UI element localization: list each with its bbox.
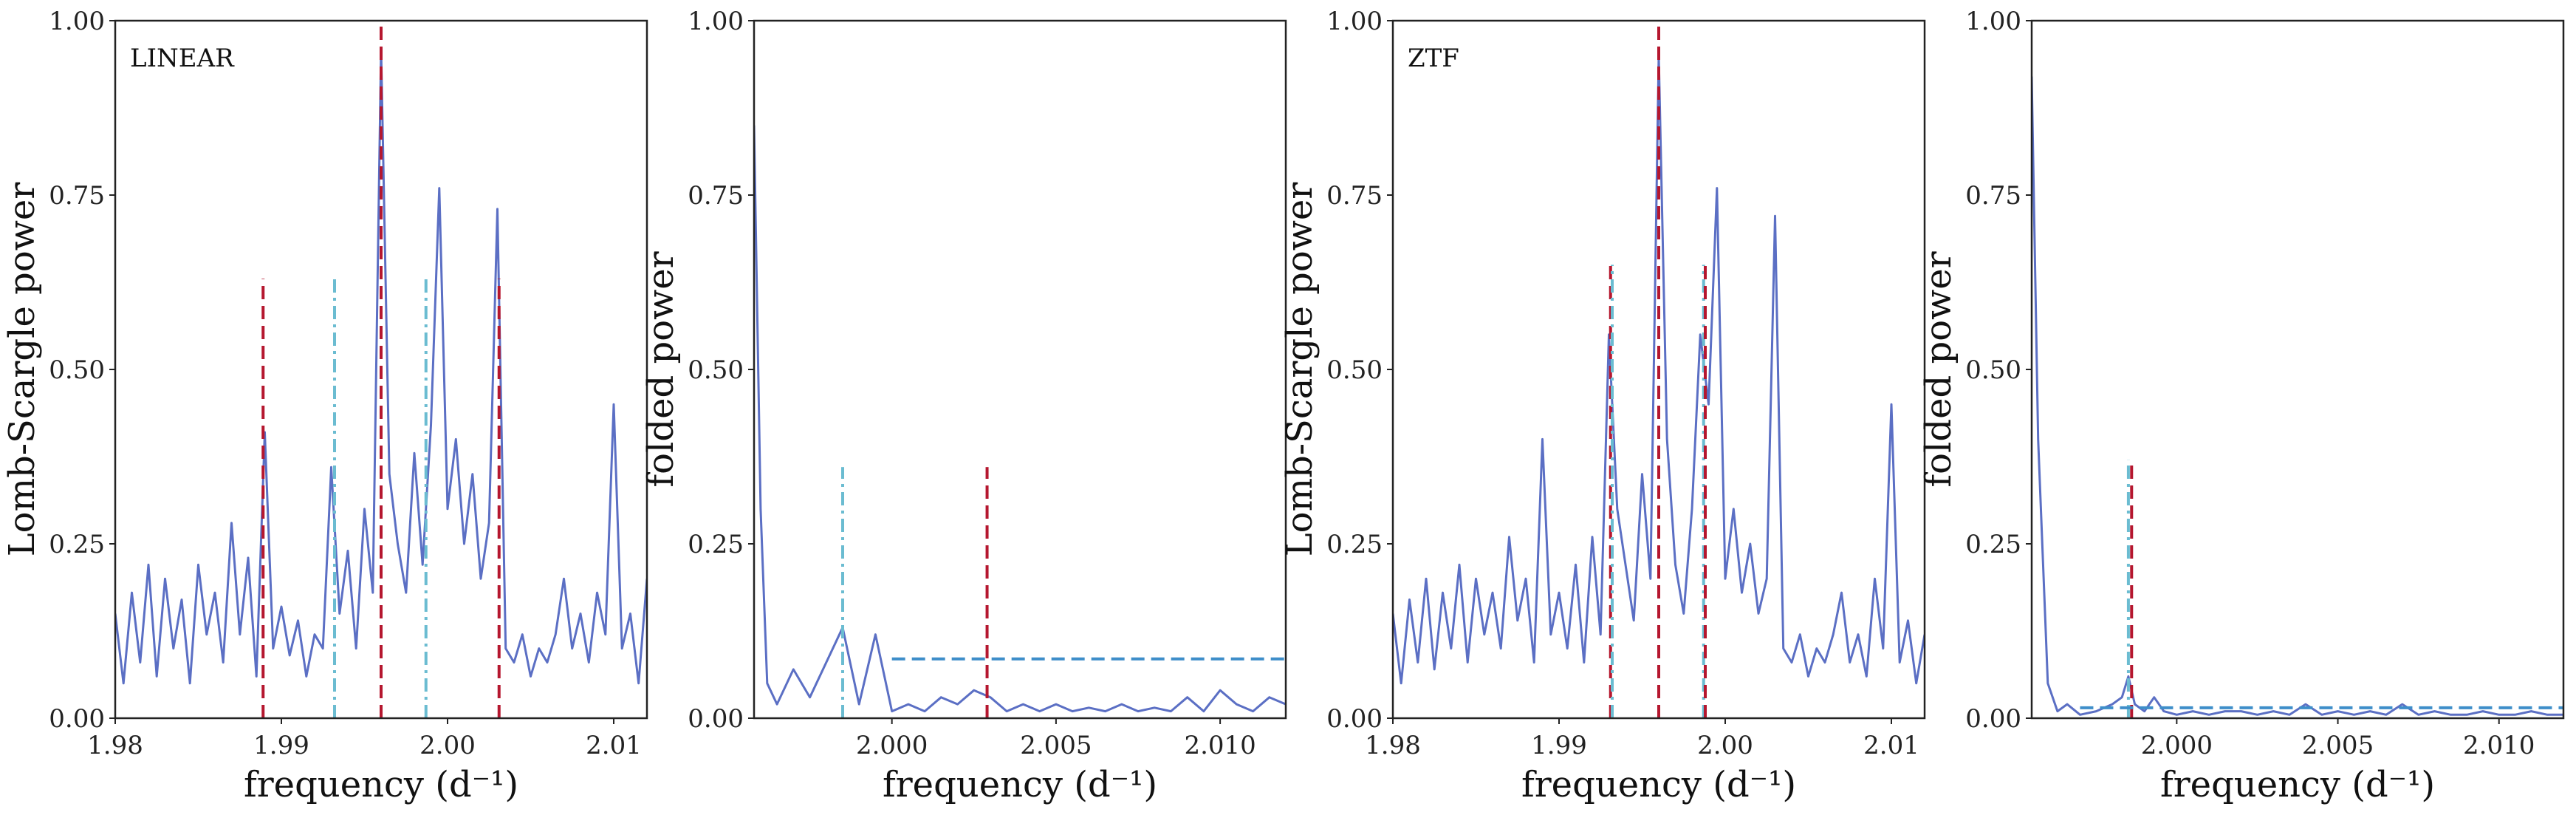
x-axis-label: frequency (d⁻¹) xyxy=(2160,764,2435,805)
x-tick-label: 1.99 xyxy=(253,731,309,760)
y-tick-label: 0.75 xyxy=(1965,181,2021,211)
y-tick-label: 0.75 xyxy=(688,181,744,211)
x-tick-label: 1.98 xyxy=(87,731,143,760)
survey-annotation: LINEAR xyxy=(130,44,235,73)
axes-frame xyxy=(753,19,1287,720)
x-tick-label: 2.00 xyxy=(419,731,476,760)
y-axis-label: folded power xyxy=(1918,251,1959,487)
y-tick-label: 0.75 xyxy=(1326,181,1383,211)
plot-area xyxy=(115,21,647,718)
power-series-line xyxy=(2032,76,2563,716)
y-tick-label: 0.50 xyxy=(1965,355,2021,385)
y-tick-label: 0.00 xyxy=(1326,704,1383,734)
y-tick-label: 0.50 xyxy=(49,355,105,385)
x-tick-label: 2.01 xyxy=(586,731,642,760)
y-tick-label: 0.25 xyxy=(1965,530,2021,559)
x-tick-label: 2.000 xyxy=(2141,731,2213,760)
y-axis-label: Lomb-Scargle power xyxy=(1,183,43,556)
panel-2: 2.000 2.005 2.010 0.00 0.25 0.50 0.75 1.00 frequ… xyxy=(640,7,1287,805)
survey-annotation: ZTF xyxy=(1408,44,1459,73)
y-tick-label: 0.25 xyxy=(688,530,744,559)
plot-area xyxy=(2032,76,2563,718)
plot-area xyxy=(1393,21,1925,718)
y-tick-label: 1.00 xyxy=(1326,7,1383,36)
y-tick-label: 0.00 xyxy=(49,704,105,734)
x-tick-label: 1.99 xyxy=(1531,731,1587,760)
y-tick-label: 0.25 xyxy=(49,530,105,559)
axes-frame xyxy=(2030,19,2565,720)
plot-area xyxy=(754,125,1286,718)
y-axis-label: folded power xyxy=(640,251,682,487)
x-tick-label: 2.01 xyxy=(1863,731,1919,760)
panel-1: 1.98 1.99 2.00 2.01 0.00 0.25 0.50 0.75 1.00 freq… xyxy=(1,7,648,805)
y-tick-label: 0.75 xyxy=(49,181,105,211)
y-tick-label: 1.00 xyxy=(49,7,105,36)
x-tick-label: 1.98 xyxy=(1365,731,1421,760)
y-tick-label: 1.00 xyxy=(1965,7,2021,36)
y-tick-label: 0.00 xyxy=(1965,704,2021,734)
y-tick-label: 0.50 xyxy=(688,355,744,385)
x-axis-label: frequency (d⁻¹) xyxy=(883,764,1157,805)
y-tick-label: 0.50 xyxy=(1326,355,1383,385)
x-tick-label: 2.000 xyxy=(856,731,928,760)
x-tick-label: 2.005 xyxy=(1020,731,1092,760)
y-tick-label: 0.00 xyxy=(688,704,744,734)
x-axis-label: frequency (d⁻¹) xyxy=(1521,764,1796,805)
y-axis-label: Lomb-Scargle power xyxy=(1279,183,1320,556)
x-tick-label: 2.005 xyxy=(2302,731,2374,760)
y-tick-label: 1.00 xyxy=(688,7,744,36)
x-tick-label: 2.00 xyxy=(1697,731,1753,760)
x-axis-label: frequency (d⁻¹) xyxy=(244,764,518,805)
panel-4: 2.000 2.005 2.010 0.00 0.25 0.50 0.75 1.00 frequ… xyxy=(1918,7,2565,805)
y-tick-label: 0.25 xyxy=(1326,530,1383,559)
x-tick-label: 2.010 xyxy=(1184,731,1256,760)
x-tick-label: 2.010 xyxy=(2463,731,2535,760)
power-series-line xyxy=(754,125,1286,713)
panel-3: 1.98 1.99 2.00 2.01 0.00 0.25 0.50 0.75 1.00 freq… xyxy=(1279,7,1926,805)
